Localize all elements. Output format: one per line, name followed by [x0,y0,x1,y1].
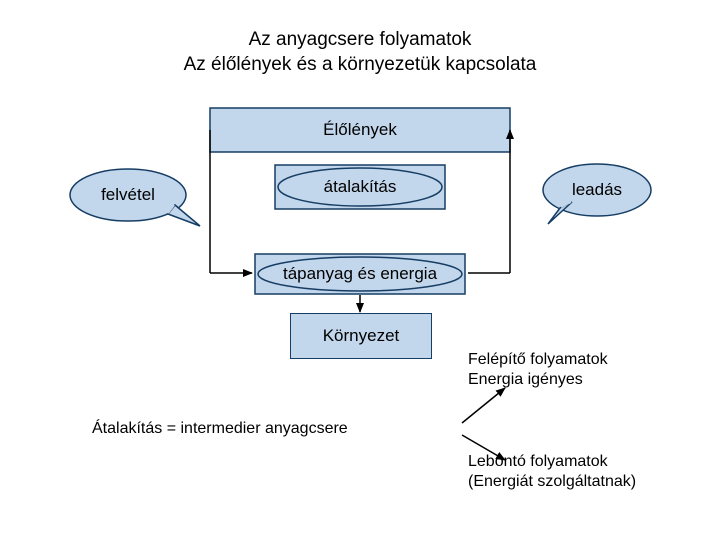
node-kornyezet-label: Környezet [323,326,400,346]
arrow-to-felepito [462,388,505,423]
caption-felepito-l2: Energia igényes [468,371,583,388]
caption-felepito-l1: Felépítő folyamatok [468,351,608,368]
caption-lebonto: Lebontó folyamatok (Energiát szolgáltatn… [468,452,636,492]
node-kornyezet: Környezet [290,313,432,359]
callout-leadas-label: leadás [572,180,622,200]
node-tapanyag-text: tápanyag és energia [255,254,465,294]
node-atalakitas-label: átalakítás [324,177,397,197]
caption-atalakitas-eq-text: Átalakítás = intermedier anyagcsere [92,420,348,437]
callout-felvetel-text: felvétel [70,169,186,221]
node-elolenyek-label: Élőlények [323,120,397,140]
caption-felepito: Felépítő folyamatok Energia igényes [468,350,608,390]
node-elolenyek: Élőlények [275,108,445,152]
caption-lebonto-l1: Lebontó folyamatok [468,453,608,470]
diagram-stage: Az anyagcsere folyamatok Az élőlények és… [0,0,720,540]
callout-felvetel-label: felvétel [101,185,155,205]
node-tapanyag-label: tápanyag és energia [283,264,437,284]
caption-lebonto-l2: (Energiát szolgáltatnak) [468,473,636,490]
page-title: Az anyagcsere folyamatok Az élőlények és… [0,28,720,77]
node-atalakitas: átalakítás [275,165,445,209]
title-line1: Az anyagcsere folyamatok [249,29,472,50]
title-line2: Az élőlények és a környezetük kapcsolata [184,54,537,75]
caption-atalakitas-eq: Átalakítás = intermedier anyagcsere [92,420,348,438]
callout-leadas-text: leadás [543,164,651,216]
